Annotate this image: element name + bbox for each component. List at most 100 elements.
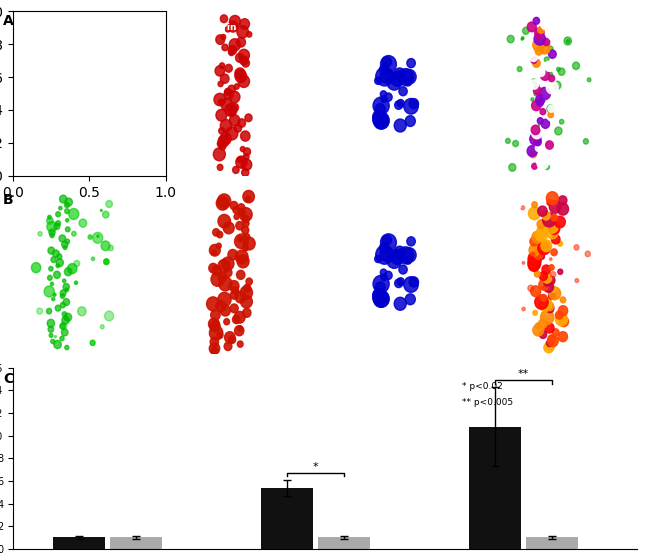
Circle shape: [540, 71, 550, 80]
Circle shape: [556, 67, 560, 71]
Circle shape: [64, 143, 70, 150]
Circle shape: [51, 257, 57, 263]
Circle shape: [588, 78, 591, 82]
Text: ** p<0.005: ** p<0.005: [462, 399, 514, 408]
Circle shape: [549, 50, 556, 58]
Circle shape: [75, 60, 80, 66]
Circle shape: [558, 306, 567, 316]
Circle shape: [62, 157, 64, 160]
Circle shape: [376, 245, 393, 264]
Circle shape: [540, 295, 547, 301]
Circle shape: [375, 104, 385, 115]
Circle shape: [530, 286, 541, 297]
Circle shape: [211, 250, 216, 255]
Circle shape: [211, 347, 218, 354]
Circle shape: [49, 142, 59, 153]
Circle shape: [46, 53, 50, 58]
Circle shape: [547, 227, 558, 239]
Circle shape: [532, 79, 536, 83]
Circle shape: [222, 257, 234, 270]
Circle shape: [537, 225, 547, 236]
Circle shape: [544, 279, 551, 286]
Circle shape: [218, 214, 231, 228]
Circle shape: [64, 203, 70, 208]
Circle shape: [229, 336, 236, 343]
Circle shape: [540, 272, 547, 281]
Circle shape: [376, 67, 393, 86]
Circle shape: [543, 213, 556, 227]
Circle shape: [391, 249, 405, 264]
Circle shape: [62, 279, 66, 283]
Circle shape: [538, 123, 543, 128]
Circle shape: [237, 38, 246, 47]
Circle shape: [558, 196, 567, 205]
Circle shape: [536, 228, 547, 241]
Circle shape: [47, 276, 52, 281]
Circle shape: [49, 82, 58, 91]
Circle shape: [547, 192, 558, 204]
Circle shape: [54, 223, 60, 230]
Circle shape: [70, 132, 77, 140]
Circle shape: [218, 99, 224, 105]
Circle shape: [54, 84, 58, 89]
Circle shape: [53, 162, 59, 167]
Circle shape: [38, 83, 49, 95]
Circle shape: [65, 82, 70, 86]
Circle shape: [234, 214, 239, 220]
Circle shape: [71, 169, 79, 177]
Circle shape: [91, 98, 101, 109]
Circle shape: [60, 324, 65, 329]
Text: Stabilin-2: Stabilin-2: [333, 201, 383, 210]
Circle shape: [539, 297, 552, 311]
Circle shape: [235, 70, 246, 82]
Circle shape: [109, 21, 119, 32]
Circle shape: [399, 87, 407, 96]
Circle shape: [69, 62, 75, 69]
Circle shape: [222, 44, 228, 51]
Circle shape: [57, 70, 62, 77]
Circle shape: [238, 236, 242, 242]
Text: 11.0 µm: 11.0 µm: [580, 352, 603, 357]
Circle shape: [73, 85, 81, 93]
Circle shape: [548, 105, 554, 112]
Circle shape: [64, 315, 68, 320]
Circle shape: [532, 231, 543, 243]
Circle shape: [372, 290, 387, 305]
Circle shape: [66, 102, 70, 107]
Circle shape: [238, 119, 246, 127]
Circle shape: [233, 207, 239, 213]
Text: 11.0 µm: 11.0 µm: [109, 174, 131, 179]
Circle shape: [394, 297, 406, 310]
Circle shape: [240, 56, 248, 65]
Circle shape: [530, 237, 538, 246]
Circle shape: [543, 273, 552, 283]
Circle shape: [73, 95, 82, 104]
Circle shape: [521, 38, 523, 40]
Text: JAM-A: JAM-A: [19, 201, 49, 210]
Circle shape: [549, 265, 554, 270]
Circle shape: [236, 221, 244, 230]
Circle shape: [213, 228, 220, 236]
Circle shape: [398, 247, 413, 264]
Circle shape: [64, 33, 72, 41]
Circle shape: [65, 288, 68, 292]
Circle shape: [225, 104, 237, 116]
Circle shape: [62, 312, 66, 316]
Circle shape: [63, 298, 70, 306]
Circle shape: [226, 127, 238, 140]
Circle shape: [57, 91, 64, 98]
Circle shape: [229, 281, 239, 291]
Circle shape: [380, 69, 394, 83]
Circle shape: [93, 232, 103, 243]
Circle shape: [380, 55, 396, 73]
Circle shape: [546, 152, 555, 162]
Circle shape: [533, 324, 543, 336]
Circle shape: [219, 277, 232, 291]
Circle shape: [247, 31, 252, 37]
Circle shape: [239, 49, 250, 61]
Circle shape: [57, 168, 60, 172]
Circle shape: [540, 123, 547, 130]
Circle shape: [540, 109, 545, 115]
Circle shape: [60, 336, 64, 340]
Circle shape: [547, 105, 554, 113]
